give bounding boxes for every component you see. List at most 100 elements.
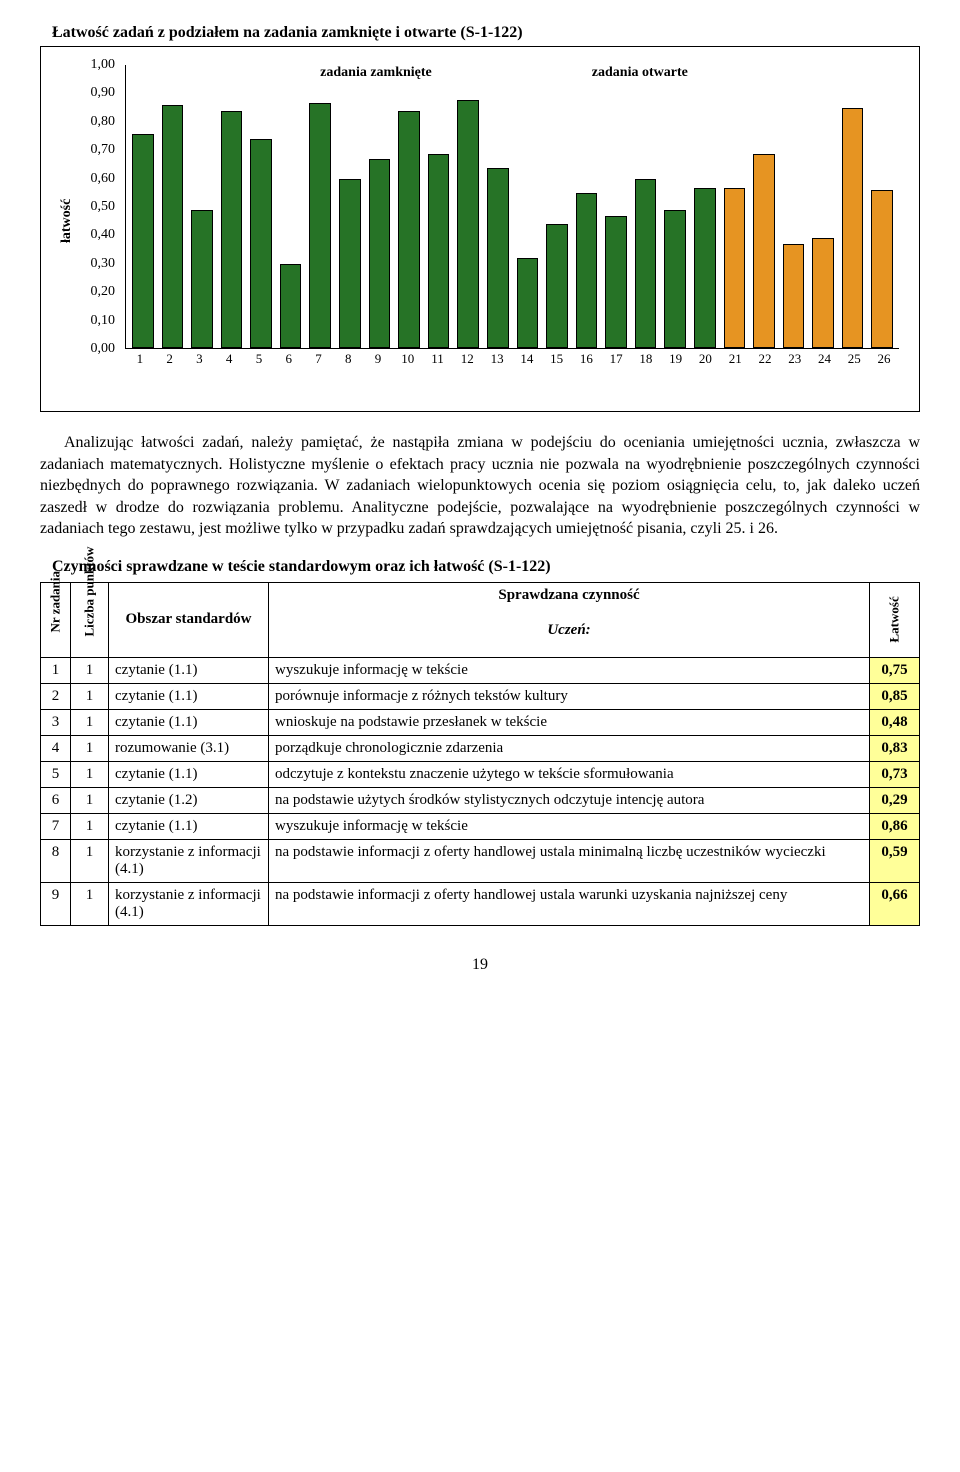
y-tick-label: 0,80 bbox=[91, 115, 116, 129]
cell-obszar: korzystanie z informacji (4.1) bbox=[109, 882, 269, 925]
x-tick-label: 15 bbox=[542, 351, 572, 367]
cell-czynnosc: na podstawie użytych środków stylistyczn… bbox=[269, 787, 870, 813]
table-row: 11czytanie (1.1)wyszukuje informację w t… bbox=[41, 657, 920, 683]
bar bbox=[398, 111, 420, 348]
th-latwosc: Łatwość bbox=[870, 582, 920, 657]
cell-obszar: czytanie (1.1) bbox=[109, 761, 269, 787]
x-tick-label: 19 bbox=[661, 351, 691, 367]
x-tick-label: 1 bbox=[125, 351, 155, 367]
y-tick-label: 0,10 bbox=[91, 314, 116, 328]
th-czynnosc-top: Sprawdzana czynność bbox=[275, 587, 863, 604]
chart-bars bbox=[126, 65, 899, 348]
x-tick-label: 24 bbox=[810, 351, 840, 367]
bar bbox=[457, 100, 479, 348]
table-row: 61czytanie (1.2)na podstawie użytych śro… bbox=[41, 787, 920, 813]
bar bbox=[191, 210, 213, 348]
table-row: 81korzystanie z informacji (4.1)na podst… bbox=[41, 839, 920, 882]
bar bbox=[812, 238, 834, 348]
bar bbox=[871, 190, 893, 348]
th-nr: Nr zadania bbox=[41, 582, 71, 657]
cell-nr: 1 bbox=[41, 657, 71, 683]
cell-lp: 1 bbox=[71, 735, 109, 761]
cell-czynnosc: wnioskuje na podstawie przesłanek w tekś… bbox=[269, 709, 870, 735]
bar bbox=[280, 264, 302, 348]
cell-latwosc: 0,85 bbox=[870, 683, 920, 709]
bar bbox=[162, 105, 184, 348]
chart-title: Łatwość zadań z podziałem na zadania zam… bbox=[52, 24, 920, 42]
x-tick-label: 22 bbox=[750, 351, 780, 367]
y-tick-label: 0,90 bbox=[91, 86, 116, 100]
x-tick-label: 10 bbox=[393, 351, 423, 367]
bar bbox=[339, 179, 361, 348]
cell-nr: 2 bbox=[41, 683, 71, 709]
x-tick-label: 14 bbox=[512, 351, 542, 367]
cell-obszar: czytanie (1.1) bbox=[109, 657, 269, 683]
cell-nr: 8 bbox=[41, 839, 71, 882]
cell-lp: 1 bbox=[71, 787, 109, 813]
table-row: 31czytanie (1.1)wnioskuje na podstawie p… bbox=[41, 709, 920, 735]
bar bbox=[694, 188, 716, 348]
cell-czynnosc: wyszukuje informację w tekście bbox=[269, 657, 870, 683]
x-tick-label: 9 bbox=[363, 351, 393, 367]
bar bbox=[369, 159, 391, 348]
x-tick-label: 20 bbox=[691, 351, 721, 367]
bar bbox=[487, 168, 509, 348]
bar bbox=[842, 108, 864, 348]
cell-obszar: czytanie (1.1) bbox=[109, 813, 269, 839]
cell-lp: 1 bbox=[71, 882, 109, 925]
cell-czynnosc: porządkuje chronologicznie zdarzenia bbox=[269, 735, 870, 761]
bar bbox=[546, 224, 568, 348]
cell-nr: 5 bbox=[41, 761, 71, 787]
bar bbox=[309, 103, 331, 348]
x-tick-label: 7 bbox=[304, 351, 334, 367]
table-row: 21czytanie (1.1)porównuje informacje z r… bbox=[41, 683, 920, 709]
table-row: 71czytanie (1.1)wyszukuje informację w t… bbox=[41, 813, 920, 839]
x-tick-label: 5 bbox=[244, 351, 274, 367]
bar bbox=[250, 139, 272, 348]
cell-czynnosc: na podstawie informacji z oferty handlow… bbox=[269, 839, 870, 882]
cell-obszar: korzystanie z informacji (4.1) bbox=[109, 839, 269, 882]
cell-lp: 1 bbox=[71, 683, 109, 709]
x-tick-label: 2 bbox=[155, 351, 185, 367]
th-obszar: Obszar standardów bbox=[109, 582, 269, 657]
table-header-row: Nr zadania Liczba punktów Obszar standar… bbox=[41, 582, 920, 657]
x-tick-label: 3 bbox=[185, 351, 215, 367]
cell-lp: 1 bbox=[71, 839, 109, 882]
y-tick-label: 0,40 bbox=[91, 228, 116, 242]
x-tick-label: 26 bbox=[869, 351, 899, 367]
x-tick-label: 21 bbox=[720, 351, 750, 367]
bar bbox=[605, 216, 627, 348]
cell-nr: 9 bbox=[41, 882, 71, 925]
cell-czynnosc: wyszukuje informację w tekście bbox=[269, 813, 870, 839]
table-row: 41rozumowanie (3.1)porządkuje chronologi… bbox=[41, 735, 920, 761]
cell-latwosc: 0,83 bbox=[870, 735, 920, 761]
bar bbox=[664, 210, 686, 348]
cell-lp: 1 bbox=[71, 657, 109, 683]
bar bbox=[635, 179, 657, 348]
cell-obszar: czytanie (1.1) bbox=[109, 709, 269, 735]
bar bbox=[132, 134, 154, 348]
th-liczba: Liczba punktów bbox=[71, 582, 109, 657]
bar bbox=[221, 111, 243, 348]
x-tick-label: 25 bbox=[839, 351, 869, 367]
bar bbox=[517, 258, 539, 348]
x-tick-label: 18 bbox=[631, 351, 661, 367]
y-tick-label: 0,30 bbox=[91, 257, 116, 271]
cell-latwosc: 0,29 bbox=[870, 787, 920, 813]
cell-lp: 1 bbox=[71, 709, 109, 735]
chart-plot bbox=[125, 65, 899, 349]
th-czynnosc-sub: Uczeń: bbox=[275, 622, 863, 639]
x-tick-label: 16 bbox=[571, 351, 601, 367]
cell-nr: 3 bbox=[41, 709, 71, 735]
table-row: 51czytanie (1.1)odczytuje z kontekstu zn… bbox=[41, 761, 920, 787]
table-row: 91korzystanie z informacji (4.1)na podst… bbox=[41, 882, 920, 925]
table-title: Czynności sprawdzane w teście standardow… bbox=[52, 558, 920, 576]
bar bbox=[783, 244, 805, 348]
cell-obszar: czytanie (1.2) bbox=[109, 787, 269, 813]
cell-obszar: czytanie (1.1) bbox=[109, 683, 269, 709]
cell-nr: 4 bbox=[41, 735, 71, 761]
y-tick-label: 0,70 bbox=[91, 143, 116, 157]
y-axis-ticks: 1,000,900,800,700,600,500,400,300,200,10… bbox=[69, 65, 115, 349]
x-axis-ticks: 1234567891011121314151617181920212223242… bbox=[125, 351, 899, 367]
bar bbox=[724, 188, 746, 348]
